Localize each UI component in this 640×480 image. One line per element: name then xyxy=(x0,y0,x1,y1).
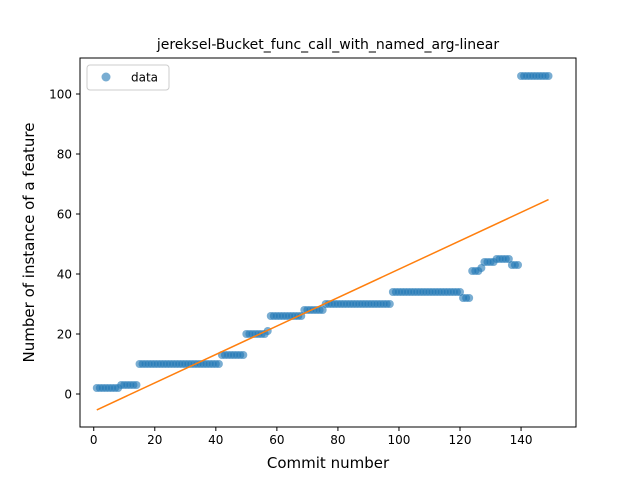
data-point xyxy=(465,294,474,302)
x-tick-label: 60 xyxy=(269,433,284,447)
y-tick-label: 40 xyxy=(57,268,72,282)
x-tick-label: 120 xyxy=(449,433,472,447)
data-point xyxy=(239,351,248,359)
data-point xyxy=(477,264,486,272)
y-tick-label: 80 xyxy=(57,148,72,162)
plot-frame xyxy=(79,57,577,428)
data-point xyxy=(514,261,523,269)
x-tick-label: 140 xyxy=(510,433,533,447)
x-tick-label: 20 xyxy=(147,433,162,447)
data-point xyxy=(385,300,394,308)
data-point xyxy=(504,255,513,263)
x-axis-label: Commit number xyxy=(267,454,390,472)
legend-box xyxy=(86,64,170,91)
x-tick-label: 100 xyxy=(388,433,411,447)
data-point xyxy=(318,306,327,314)
data-point xyxy=(132,381,141,389)
legend-label-data: data xyxy=(131,71,158,85)
fit-line xyxy=(96,198,549,411)
legend-marker-data xyxy=(101,72,111,82)
x-tick-label: 80 xyxy=(330,433,345,447)
y-tick-label: 20 xyxy=(57,328,72,342)
legend: data xyxy=(86,64,170,91)
data-point xyxy=(456,288,465,296)
y-tick-label: 0 xyxy=(64,388,72,402)
data-point xyxy=(544,72,553,80)
x-tick-label: 40 xyxy=(208,433,223,447)
x-tick-label: 0 xyxy=(90,433,98,447)
chart-title: jereksel-Bucket_func_call_with_named_arg… xyxy=(156,37,499,53)
y-tick-label: 60 xyxy=(57,208,72,222)
data-point xyxy=(214,360,223,368)
y-tick-label: 100 xyxy=(49,88,72,102)
y-axis-label: Number of instance of a feature xyxy=(20,123,38,363)
